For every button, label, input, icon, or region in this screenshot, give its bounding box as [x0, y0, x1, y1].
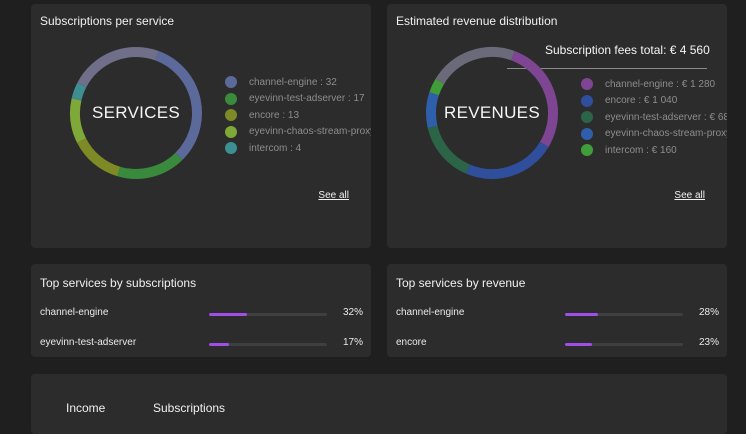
legend-item[interactable]: eyevinn-test-adserver : € 680 — [581, 109, 727, 126]
top-services-by-revenue-card: Top services by revenue channel-engine 2… — [387, 264, 727, 357]
donut-slice-other[interactable] — [77, 47, 159, 88]
tab-subscriptions[interactable]: Subscriptions — [153, 401, 226, 415]
legend-item[interactable]: encore : 13 — [225, 107, 371, 124]
revenue-distribution-card: Estimated revenue distribution Subscript… — [387, 4, 727, 248]
service-name: encore — [396, 337, 427, 348]
legend-item[interactable]: intercom : 4 — [225, 140, 371, 157]
services-legend: channel-engine : 32 eyevinn-test-adserve… — [225, 74, 371, 157]
legend-item[interactable]: eyevinn-test-adserver : 17 — [225, 91, 371, 108]
legend-label: channel-engine : 32 — [249, 76, 337, 88]
legend-dot — [225, 76, 237, 89]
revenues-legend: channel-engine : € 1 280 encore : € 1 04… — [581, 76, 727, 159]
donut-slice-eyevinn-test-adserver[interactable] — [427, 125, 471, 174]
donut-slice-intercom[interactable] — [71, 82, 87, 101]
donut-slice-channel-engine[interactable] — [511, 51, 558, 148]
legend-dot — [581, 111, 593, 124]
services-donut-svg — [70, 47, 202, 179]
legend-label: eyevinn-test-adserver : 17 — [249, 93, 365, 105]
legend-label: channel-engine : € 1 280 — [605, 78, 716, 90]
revenues-donut-chart: REVENUES — [424, 45, 560, 181]
service-row[interactable]: encore 23% — [396, 337, 719, 351]
legend-label: eyevinn-chaos-stream-proxy — [249, 126, 371, 138]
see-all-link[interactable]: See all — [674, 190, 705, 201]
progress-fill — [565, 313, 599, 316]
progress-bar — [565, 313, 683, 316]
service-name: channel-engine — [396, 307, 465, 318]
donut-slice-encore[interactable] — [465, 141, 549, 179]
legend-item[interactable]: eyevinn-chaos-stream-proxy — [225, 124, 371, 141]
donut-center-label: SERVICES — [91, 103, 181, 122]
progress-fill — [209, 313, 247, 316]
service-percent: 28% — [698, 307, 719, 318]
donut-slice-eyevinn-chaos-stream-proxy[interactable] — [426, 92, 439, 128]
legend-label: encore : € 1 040 — [605, 95, 678, 107]
legend-dot — [581, 144, 593, 157]
legend-label: eyevinn-chaos-stream-proxy : € 400 — [605, 128, 727, 140]
service-percent: 32% — [342, 307, 363, 318]
legend-item[interactable]: intercom : € 160 — [581, 142, 727, 159]
legend-item[interactable]: eyevinn-chaos-stream-proxy : € 400 — [581, 126, 727, 143]
donut-slice-encore[interactable] — [77, 138, 121, 177]
income-subscriptions-card: Income Subscriptions — [31, 374, 727, 434]
donut-slice-channel-engine[interactable] — [155, 51, 202, 160]
legend-label: eyevinn-test-adserver : € 680 — [605, 111, 727, 123]
card-title: Top services by subscriptions — [40, 276, 197, 290]
services-donut-chart: SERVICES — [68, 45, 204, 181]
service-row[interactable]: channel-engine 32% — [40, 307, 363, 321]
divider-line — [507, 68, 707, 69]
progress-bar — [209, 343, 327, 346]
legend-item[interactable]: channel-engine : 32 — [225, 74, 371, 91]
card-title: Subscriptions per service — [40, 14, 175, 28]
legend-dot — [225, 125, 237, 138]
service-percent: 23% — [698, 337, 719, 348]
progress-bar — [565, 343, 683, 346]
legend-item[interactable]: encore : € 1 040 — [581, 93, 727, 110]
donut-slice-intercom[interactable] — [429, 78, 445, 96]
donut-slice-other[interactable] — [435, 47, 515, 85]
top-services-by-subscriptions-card: Top services by subscriptions channel-en… — [31, 264, 371, 357]
legend-dot — [225, 92, 237, 105]
legend-dot — [581, 78, 593, 91]
service-row[interactable]: eyevinn-test-adserver 17% — [40, 337, 363, 351]
service-percent: 17% — [342, 337, 363, 348]
revenues-donut-svg — [426, 47, 558, 179]
card-title: Estimated revenue distribution — [396, 14, 558, 28]
progress-bar — [209, 313, 327, 316]
legend-label: intercom : 4 — [249, 142, 302, 154]
see-all-link[interactable]: See all — [318, 190, 349, 201]
subscription-fees-total: Subscription fees total: € 4 560 — [545, 43, 710, 57]
card-title: Top services by revenue — [396, 276, 526, 290]
legend-dot — [225, 142, 237, 155]
legend-dot — [225, 109, 237, 122]
legend-label: intercom : € 160 — [605, 144, 677, 156]
progress-fill — [565, 343, 593, 346]
tab-income[interactable]: Income — [66, 401, 106, 415]
service-name: eyevinn-test-adserver — [40, 337, 137, 348]
subscriptions-per-service-card: Subscriptions per service SERVICES chann… — [31, 4, 371, 248]
legend-dot — [581, 127, 593, 140]
legend-label: encore : 13 — [249, 109, 300, 121]
donut-slice-eyevinn-chaos-stream-proxy[interactable] — [70, 98, 87, 143]
donut-slice-eyevinn-test-adserver[interactable] — [117, 152, 183, 179]
donut-center-label: REVENUES — [444, 103, 540, 122]
legend-item[interactable]: channel-engine : € 1 280 — [581, 76, 727, 93]
progress-fill — [209, 343, 230, 346]
legend-dot — [581, 94, 593, 107]
service-name: channel-engine — [40, 307, 109, 318]
service-row[interactable]: channel-engine 28% — [396, 307, 719, 321]
